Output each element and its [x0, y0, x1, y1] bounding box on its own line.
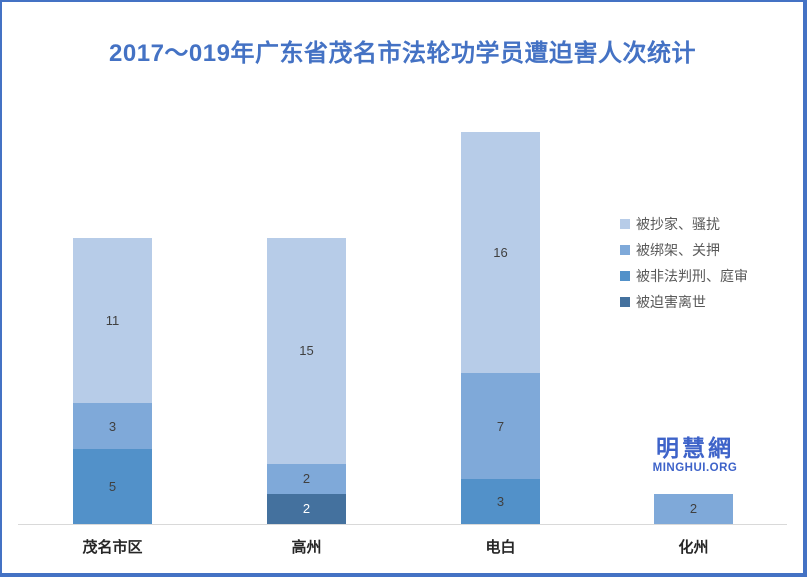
bar-segment: 11 [73, 237, 152, 404]
x-axis-label: 高州 [291, 539, 322, 556]
chart-title: 2017～019年广东省茂名市法轮功学员遭迫害人次统计 [109, 40, 696, 67]
minghui-watermark: 明慧網 MINGHUI.ORG [645, 435, 745, 475]
bar-segment-label: 2 [689, 501, 698, 517]
bar-segment-label: 5 [108, 478, 117, 494]
legend-swatch [620, 219, 630, 229]
legend-label: 被绑架、关押 [636, 242, 720, 258]
bar-segment-label: 11 [105, 312, 120, 328]
legend-swatch [620, 271, 630, 281]
bar-4: 2 [654, 493, 733, 524]
bar-segment: 2 [654, 493, 733, 524]
bar-segment-label: 16 [493, 245, 508, 261]
bar-segment: 2 [267, 493, 346, 524]
x-axis-label: 电白 [485, 539, 516, 556]
bar-segment-label: 3 [108, 418, 117, 434]
legend-label: 被抄家、骚扰 [636, 216, 720, 232]
bar-segment: 7 [461, 373, 540, 479]
legend-item: 被绑架、关押 [620, 241, 748, 259]
minghui-logo-cn: 明慧網 [656, 435, 734, 461]
bar-segment: 16 [461, 132, 540, 374]
minghui-logo-en: MINGHUI.ORG [652, 462, 738, 475]
legend-item: 被抄家、骚扰 [620, 215, 748, 233]
legend-label: 被非法判刑、庭审 [636, 268, 748, 284]
bar-segment: 2 [267, 463, 346, 494]
legend-swatch [620, 297, 630, 307]
bar-1: 11 3 5 [73, 237, 152, 524]
legend-swatch [620, 245, 630, 255]
bar-segment-label: 2 [302, 501, 311, 517]
bar-segment-label: 15 [299, 343, 314, 359]
bar-segment: 3 [461, 478, 540, 524]
x-axis-label: 化州 [678, 539, 709, 556]
legend: 被抄家、骚扰 被绑架、关押被非法判刑、庭审 被迫害离世 [620, 215, 748, 319]
bar-2: 15 2 2 [267, 237, 346, 524]
legend-item: 被非法判刑、庭审 [620, 267, 748, 285]
legend-label: 被迫害离世 [636, 294, 706, 310]
bar-segment: 15 [267, 237, 346, 464]
bar-segment-label: 3 [496, 493, 505, 509]
bar-segment-label: 2 [302, 471, 311, 487]
bar-segment-label: 7 [496, 418, 505, 434]
bar-segment: 5 [73, 448, 152, 524]
legend-item: 被迫害离世 [620, 293, 748, 311]
bar-3: 16 7 3 [461, 132, 540, 524]
x-axis-line [18, 524, 787, 525]
bar-segment: 3 [73, 403, 152, 449]
x-axis-label: 茂名市区 [82, 539, 143, 556]
